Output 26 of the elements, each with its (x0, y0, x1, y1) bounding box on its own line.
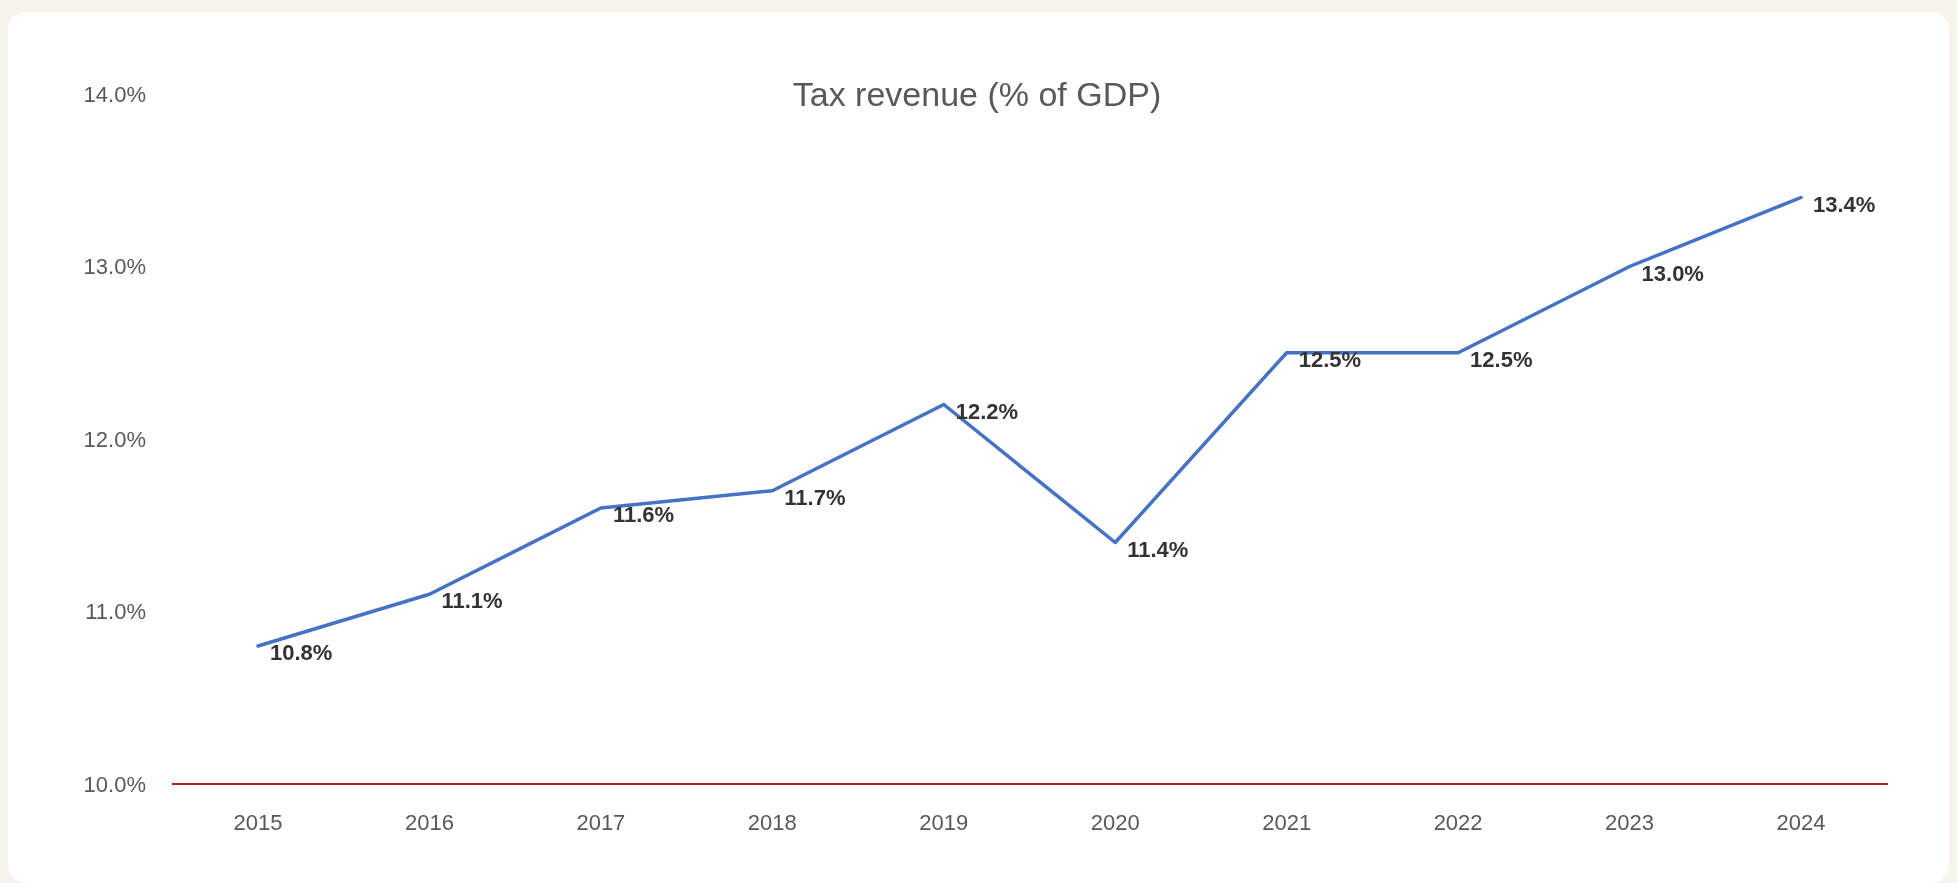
y-tick-label: 12.0% (83, 426, 146, 452)
x-tick-label: 2024 (1776, 810, 1826, 835)
chart-title: Tax revenue (% of GDP) (792, 75, 1162, 113)
x-tick-label: 2015 (233, 810, 283, 835)
data-label: 10.8% (270, 640, 333, 665)
x-tick-label: 2020 (1090, 810, 1140, 835)
x-tick-label: 2017 (576, 810, 626, 835)
data-label: 12.2% (955, 398, 1019, 424)
data-label: 11.6% (612, 502, 675, 527)
data-label: 12.5% (1470, 346, 1533, 372)
data-label: 12.5% (1298, 346, 1362, 372)
x-tick-label: 2016 (404, 810, 454, 835)
data-label: 11.7% (784, 484, 846, 510)
x-tick-label: 2021 (1262, 810, 1312, 835)
data-label: 13.4% (1813, 191, 1876, 217)
x-tick-label: 2018 (747, 810, 797, 835)
data-label: 11.4% (1127, 536, 1189, 562)
data-label: 11.1% (441, 588, 503, 614)
data-label: 13.0% (1641, 260, 1704, 286)
y-tick-label: 13.0% (83, 254, 146, 280)
x-tick-label: 2019 (919, 810, 969, 835)
x-tick-label: 2023 (1605, 810, 1655, 835)
y-tick-label: 11.0% (85, 599, 146, 625)
y-tick-label: 14.0% (83, 81, 146, 107)
x-tick-label: 2022 (1433, 810, 1483, 835)
y-tick-label: 10.0% (83, 771, 146, 797)
